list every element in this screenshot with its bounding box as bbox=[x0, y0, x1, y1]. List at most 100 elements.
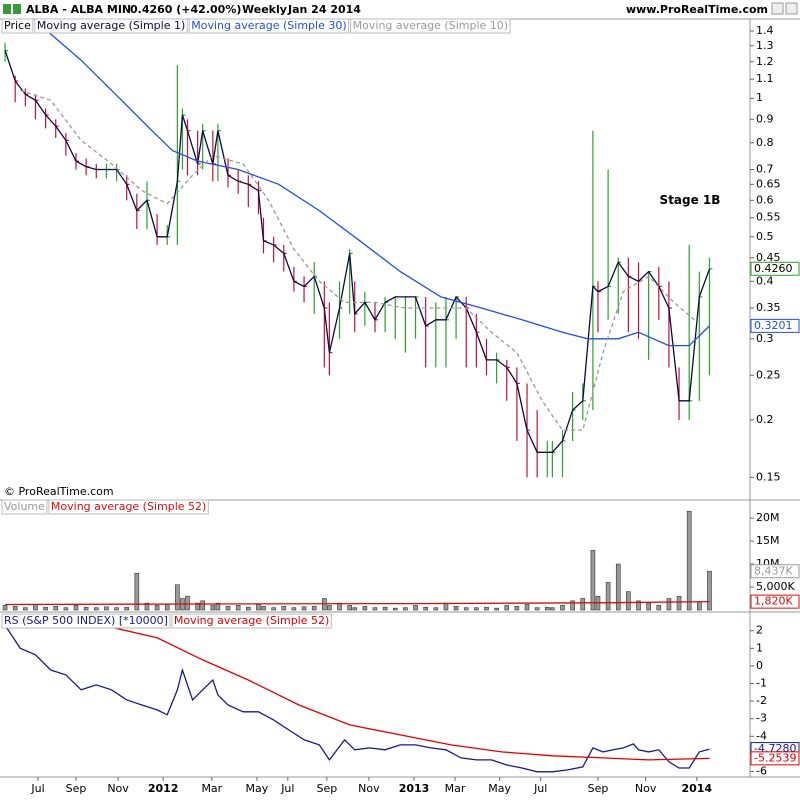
volume-bar bbox=[494, 607, 499, 611]
volume-bar bbox=[291, 607, 297, 611]
volume-bar bbox=[347, 605, 352, 611]
volume-bar bbox=[175, 584, 180, 611]
legend-entry: Volume bbox=[4, 500, 45, 513]
volume-bar bbox=[382, 606, 388, 611]
volume-bar bbox=[311, 606, 317, 611]
legend-entry: Moving average (Simple 52) bbox=[174, 614, 329, 627]
volume-bar bbox=[656, 605, 662, 611]
volume-bar bbox=[550, 607, 555, 611]
volume-bar bbox=[73, 605, 79, 611]
y-tick-label: 1 bbox=[756, 91, 763, 104]
y-tick-label: 1.2 bbox=[756, 55, 774, 68]
volume-bar bbox=[560, 605, 565, 611]
volume-bar bbox=[484, 606, 489, 611]
copyright: © ProRealTime.com bbox=[4, 485, 114, 498]
volume-bar bbox=[225, 606, 231, 611]
window-button[interactable] bbox=[785, 2, 798, 15]
x-tick-label: Nov bbox=[107, 782, 129, 795]
volume-bar bbox=[200, 600, 206, 611]
volume-bar bbox=[590, 550, 596, 611]
series-line bbox=[4, 625, 710, 773]
volume-bar bbox=[580, 598, 586, 611]
volume-bar bbox=[83, 606, 89, 611]
legend-entry: Moving average (Simple 30) bbox=[191, 19, 346, 32]
y-tick-label: -3 bbox=[756, 712, 767, 725]
y-tick-label: 1.1 bbox=[756, 72, 774, 85]
x-tick-label: 2013 bbox=[399, 782, 430, 795]
x-tick-label: Jul bbox=[30, 782, 44, 795]
series-line bbox=[20, 89, 695, 431]
volume-bar bbox=[544, 606, 550, 611]
volume-bar bbox=[271, 607, 276, 611]
volume-bar bbox=[666, 598, 672, 611]
y-tick-label: 0.15 bbox=[756, 470, 781, 483]
x-tick-label: 2012 bbox=[148, 782, 179, 795]
y-tick-label: -1 bbox=[756, 677, 767, 690]
x-tick-label: Mar bbox=[445, 782, 466, 795]
x-tick-label: May bbox=[246, 782, 269, 795]
volume-bar bbox=[605, 582, 611, 611]
y-tick-label: 2 bbox=[756, 624, 763, 637]
y-tick-label: 0.5 bbox=[756, 230, 774, 243]
volume-bar bbox=[403, 607, 408, 611]
x-tick-label: Jul bbox=[280, 782, 294, 795]
volume-bar bbox=[235, 605, 241, 611]
y-tick-label: 20M bbox=[756, 511, 780, 524]
last-value-box bbox=[750, 564, 800, 579]
volume-bar bbox=[164, 604, 170, 611]
y-tick-label: 0.65 bbox=[756, 177, 781, 190]
volume-bar bbox=[43, 606, 48, 611]
volume-bar bbox=[154, 605, 160, 611]
volume-bar bbox=[423, 606, 428, 611]
x-tick-label: Sep bbox=[66, 782, 87, 795]
series-line bbox=[45, 29, 710, 347]
volume-bar bbox=[134, 572, 140, 611]
legend-box bbox=[48, 499, 209, 515]
volume-bar bbox=[707, 570, 712, 611]
volume-bar bbox=[246, 606, 251, 611]
volume-bar bbox=[327, 605, 332, 611]
y-tick-label: 0.25 bbox=[756, 368, 781, 381]
y-tick-label: 0.45 bbox=[756, 251, 781, 264]
volume-bar bbox=[185, 595, 190, 611]
volume-bar bbox=[362, 606, 368, 611]
quote: 0.4260 (+42.00%) bbox=[130, 3, 241, 16]
volume-bar bbox=[504, 605, 510, 611]
volume-bar bbox=[93, 607, 99, 611]
last-value-label: 0.4260 bbox=[754, 262, 793, 275]
last-value-box bbox=[750, 594, 800, 609]
volume-bar bbox=[636, 600, 641, 611]
legend-box bbox=[188, 18, 350, 34]
x-tick-label: Mar bbox=[201, 782, 222, 795]
last-value-label: 8,437K bbox=[754, 564, 793, 577]
y-tick-label: 0.7 bbox=[756, 163, 774, 176]
legend-entry: Price bbox=[4, 19, 31, 32]
volume-bar bbox=[697, 601, 702, 611]
last-value-label: 0.3201 bbox=[754, 319, 793, 332]
y-tick-label: -2 bbox=[756, 694, 767, 707]
x-tick-label: Sep bbox=[316, 782, 337, 795]
y-tick-label: 0.35 bbox=[756, 301, 781, 314]
volume-bar bbox=[392, 607, 398, 611]
y-tick-label: 0.4 bbox=[756, 274, 774, 287]
window-button[interactable] bbox=[771, 2, 784, 15]
volume-bar bbox=[524, 604, 530, 611]
legend-box bbox=[350, 18, 511, 34]
y-tick-label: -4 bbox=[756, 729, 767, 742]
site: www.ProRealTime.com bbox=[626, 3, 768, 16]
volume-bar bbox=[474, 607, 479, 611]
volume-bar bbox=[626, 591, 631, 611]
legend-box bbox=[171, 613, 332, 629]
last-value-box bbox=[750, 751, 800, 766]
volume-bar bbox=[281, 606, 287, 611]
annotation: Stage 1B bbox=[660, 193, 721, 207]
volume-bar bbox=[352, 607, 358, 611]
last-value-box bbox=[750, 261, 800, 276]
x-tick-label: Sep bbox=[588, 782, 609, 795]
icon bbox=[13, 4, 21, 14]
y-tick-label: 0.2 bbox=[756, 413, 774, 426]
volume-bar bbox=[195, 602, 200, 611]
